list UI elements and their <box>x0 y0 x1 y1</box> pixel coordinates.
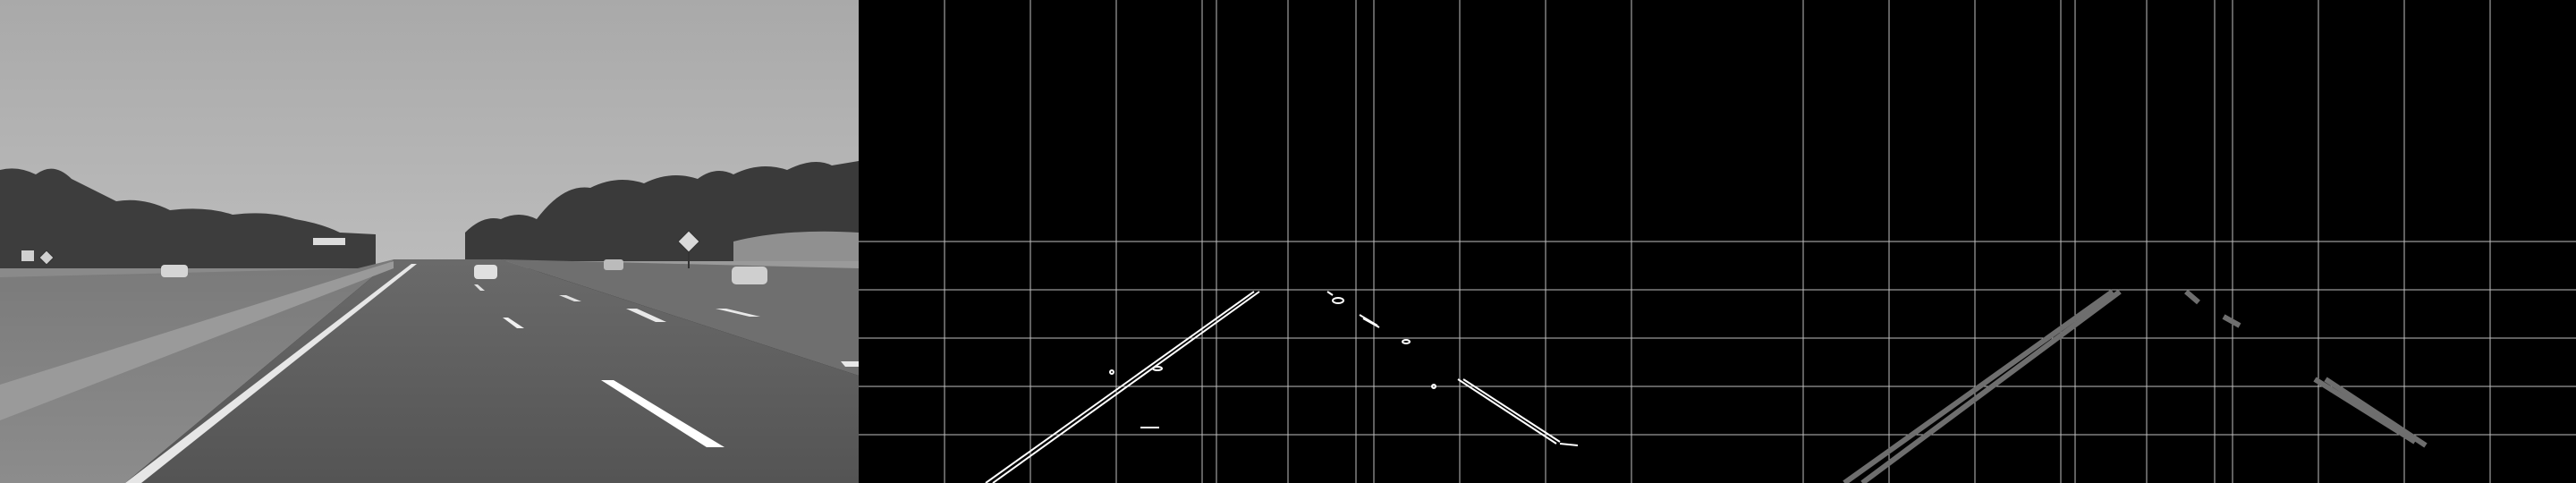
grid-lines <box>1717 0 2576 483</box>
tree-line-left <box>0 168 376 268</box>
lane-line-solid-left <box>125 264 417 483</box>
road-sign-diamond-icon <box>38 250 55 266</box>
grayscale-road-image <box>0 0 859 483</box>
lane-dash-2 <box>503 318 524 328</box>
car-icon <box>161 265 188 277</box>
road-sign-rect <box>21 250 34 261</box>
car-icon <box>732 267 767 284</box>
lane-dash-6 <box>716 309 760 317</box>
car-icon <box>604 259 623 270</box>
car-icon <box>474 265 497 279</box>
lane-dash-5 <box>559 295 581 301</box>
detected-edges <box>985 291 1579 483</box>
shoulder-right <box>501 259 859 376</box>
lane-dash-1 <box>601 380 724 447</box>
canny-edges-panel <box>859 0 1717 483</box>
hough-lines-panel <box>1717 0 2576 483</box>
lane-dash-3 <box>474 284 485 291</box>
lane-dash-4 <box>626 309 666 322</box>
overhead-sign <box>313 238 345 245</box>
grid-lines <box>859 0 1717 483</box>
grass-median-left <box>0 259 394 483</box>
hough-segments <box>1843 289 2428 483</box>
hillside-right <box>733 231 859 268</box>
canny-edges-image <box>859 0 1717 483</box>
shoulder-left <box>0 261 394 420</box>
hough-lines-image <box>1717 0 2576 483</box>
grayscale-road-panel <box>0 0 859 483</box>
lane-dash-7 <box>841 361 859 367</box>
